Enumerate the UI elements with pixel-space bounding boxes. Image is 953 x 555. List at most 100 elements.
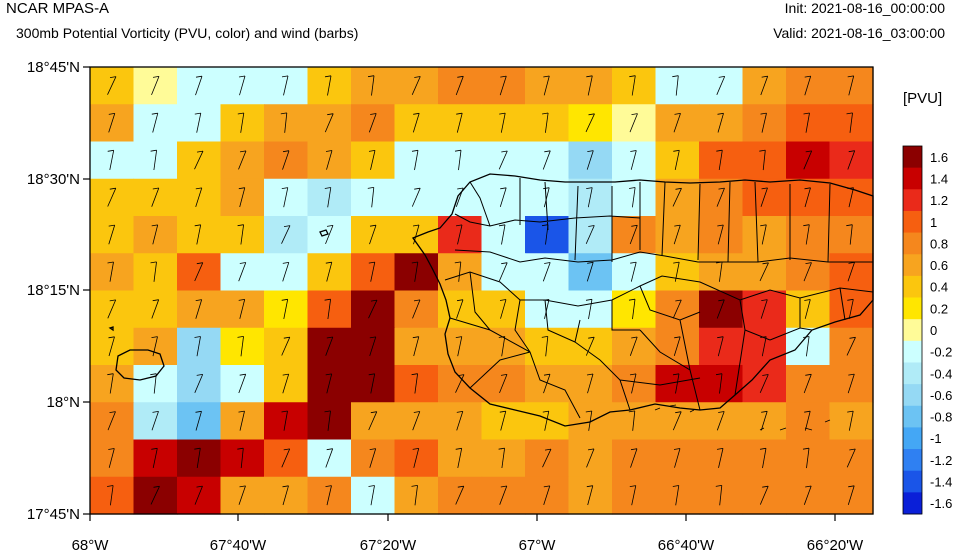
wind-barb — [281, 448, 291, 468]
wind-barb — [585, 298, 593, 320]
wind-barb — [151, 411, 159, 431]
wind-barb — [760, 187, 768, 207]
wind-barb — [498, 224, 506, 245]
colorbar-swatch — [903, 470, 922, 493]
wind-barb — [760, 410, 768, 431]
colorbar-label: 1.4 — [930, 172, 948, 187]
wind-barb — [107, 261, 114, 282]
wind-barb — [586, 75, 593, 96]
wind-barb — [585, 336, 595, 356]
wind-barb — [107, 187, 117, 207]
colorbar-swatch — [903, 210, 922, 233]
pv-cell — [90, 178, 135, 217]
wind-barb — [368, 261, 376, 282]
wind-barb — [281, 225, 291, 244]
pv-cell — [90, 290, 135, 329]
wind-barb — [543, 75, 550, 96]
wind-barb — [759, 485, 769, 505]
wind-barb — [237, 112, 245, 133]
wind-barb — [325, 261, 333, 282]
wind-barb — [325, 336, 334, 356]
wind-barb — [107, 485, 114, 506]
wind-barb — [368, 373, 376, 394]
wind-barb — [630, 150, 637, 170]
wind-barb — [673, 224, 681, 245]
wind-barb — [150, 149, 157, 171]
wind-barb — [846, 448, 856, 468]
colorbar-swatch — [903, 297, 922, 320]
wind-barb — [629, 224, 638, 245]
wind-barb — [672, 187, 682, 207]
colorbar-label: 1.2 — [930, 193, 948, 208]
wind-barb — [282, 373, 290, 394]
wind-barb — [194, 336, 201, 357]
wind-barb — [543, 373, 551, 394]
wind-barb — [803, 112, 810, 133]
pv-cell — [264, 327, 309, 366]
colorbar-swatch — [903, 146, 922, 169]
wind-barb — [586, 485, 594, 506]
wind-barb — [456, 411, 464, 431]
colorbar-label: -0.6 — [930, 388, 952, 403]
wind-barb — [716, 149, 723, 171]
wind-barb — [368, 411, 378, 431]
pv-cell — [177, 365, 222, 403]
wind-barb — [628, 298, 636, 320]
lat-tick-label: 18°N — [46, 394, 80, 411]
wind-barb — [846, 336, 856, 356]
wind-barb — [238, 262, 247, 282]
wind-barb — [412, 224, 420, 245]
wind-barb — [586, 448, 595, 468]
wind-barb — [759, 447, 767, 469]
wind-barb — [237, 224, 244, 245]
colorbar-swatch — [903, 275, 922, 298]
init-time: Init: 2021-08-16_00:00:00 — [784, 0, 945, 16]
wind-barb — [107, 299, 117, 319]
wind-barb — [716, 299, 725, 319]
wind-barb — [368, 299, 378, 319]
wind-barb — [456, 112, 463, 133]
pv-cell — [264, 439, 309, 478]
wind-barb — [542, 410, 550, 431]
wind-barb — [411, 485, 418, 506]
wind-barb — [238, 75, 246, 96]
colorbar-swatch — [903, 319, 922, 342]
pv-cell — [612, 104, 657, 143]
colorbar-swatch — [903, 492, 922, 515]
wind-barb — [847, 75, 855, 96]
wind-barb — [803, 336, 810, 357]
wind-barb — [629, 485, 637, 506]
wind-barb — [151, 336, 158, 357]
wind-barb — [716, 187, 725, 207]
wind-barb — [150, 261, 157, 282]
wind-barb — [194, 224, 202, 245]
pv-cell — [438, 476, 483, 515]
lat-tick-label: 18°45'N — [27, 59, 80, 76]
wind-barb — [498, 262, 508, 282]
lon-tick-label: 67°W — [519, 537, 557, 554]
colorbar-label: 0.2 — [930, 301, 948, 316]
pv-cell — [177, 476, 222, 515]
wind-barb — [542, 112, 549, 133]
wind-barb — [412, 112, 420, 133]
wind-barb — [411, 373, 418, 394]
colorbar-label: -0.2 — [930, 345, 952, 360]
wind-barb — [672, 373, 680, 394]
wind-barb — [847, 262, 855, 282]
colorbar-swatch — [903, 449, 922, 472]
municipal-boundaries — [444, 178, 874, 419]
wind-barb — [456, 299, 464, 319]
pv-cell — [829, 327, 874, 366]
wind-barb — [498, 336, 506, 357]
lon-tick-label: 66°40'W — [658, 537, 715, 554]
wind-barb — [630, 261, 637, 282]
wind-barb — [238, 410, 245, 431]
wind-barb — [194, 485, 203, 505]
wind-barb — [847, 187, 854, 208]
wind-barb — [804, 187, 811, 208]
wind-barb — [369, 224, 377, 245]
wind-barb — [846, 224, 853, 245]
colorbar-swatch — [903, 362, 922, 385]
wind-barb — [411, 149, 419, 171]
wind-barb — [238, 187, 246, 208]
